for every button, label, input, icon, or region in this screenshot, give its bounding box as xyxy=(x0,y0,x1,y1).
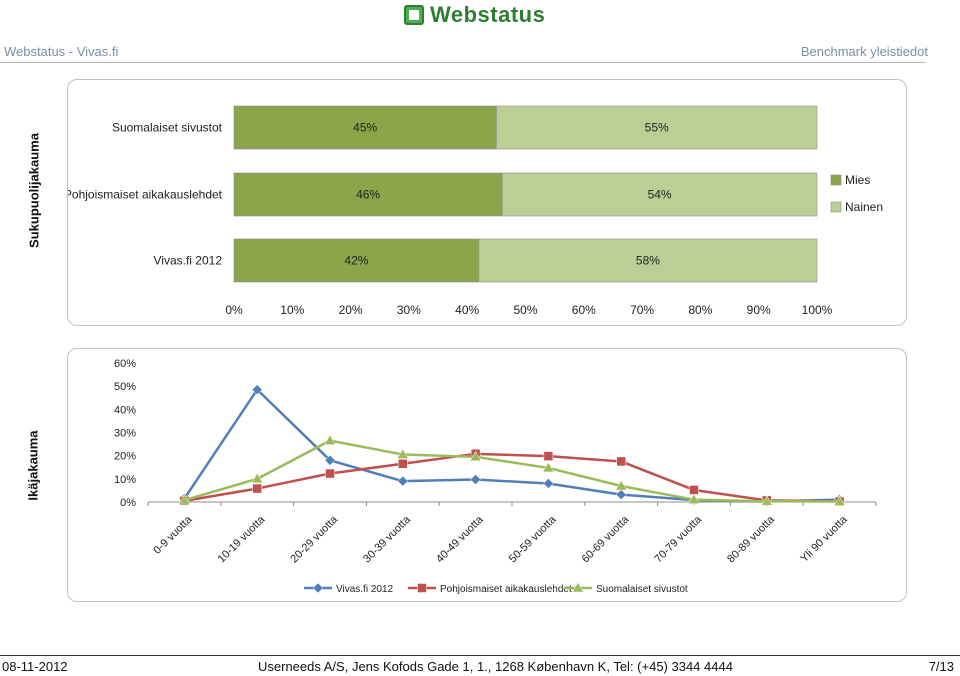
legend-marker-suomalaiset-sivustot xyxy=(572,582,584,593)
x-tick-label-10-19-vuotta: 10-19 vuotta xyxy=(216,513,268,565)
legend-marker-vivas-fi-2012 xyxy=(312,582,324,594)
x-tick-label: 100% xyxy=(802,303,833,317)
category-label-suomalaiset-sivustot: Suomalaiset sivustot xyxy=(112,121,223,135)
point-vivas-fi-2012-30-39-vuotta xyxy=(397,475,409,487)
bar-mies-pohjoismaiset-aikakauslehdet xyxy=(233,172,503,217)
footer-address: Userneeds A/S, Jens Kofods Gade 1, 1., 1… xyxy=(258,659,733,674)
bar-nainen-suomalaiset-sivustot xyxy=(496,105,818,150)
gender-chart-panel: Suomalaiset sivustot 45% 55% Pohjoismaiset … xyxy=(64,79,907,326)
legend-swatch-mies xyxy=(830,174,842,186)
x-tick-label-80-89-vuotta: 80-89 vuotta xyxy=(725,513,777,565)
x-tick-label: 0% xyxy=(225,303,243,317)
x-tick-label: 60% xyxy=(572,303,596,317)
legend-marker-pohjoismaiset-aikakauslehdet xyxy=(417,583,427,593)
data-label-mies-vivas-fi-2012: 42% xyxy=(344,254,368,268)
data-label-nainen-vivas-fi-2012: 58% xyxy=(636,254,660,268)
gender-chart: Suomalaiset sivustot 45% 55% Pohjoismaiset … xyxy=(64,105,883,317)
y-tick-label: 60% xyxy=(114,358,136,370)
category-label-pohjoismaiset-aikakauslehdet: Pohjoismaiset aikakauslehdet xyxy=(68,188,223,202)
legend-label-suomalaiset-sivustot: Suomalaiset sivustot xyxy=(596,584,688,595)
data-label-mies-pohjoismaiset-aikakauslehdet: 46% xyxy=(356,188,380,202)
point-pohjoismaiset-aikakauslehdet-70-79-vuotta xyxy=(689,485,699,495)
y-tick-label: 50% xyxy=(114,381,136,393)
bar-mies-suomalaiset-sivustot xyxy=(233,105,497,150)
x-tick-label: 90% xyxy=(747,303,771,317)
x-tick-label: 30% xyxy=(397,303,421,317)
x-tick-label-30-39-vuotta: 30-39 vuotta xyxy=(361,513,413,565)
series-suomalaiset-sivustot xyxy=(178,434,846,506)
data-label-nainen-pohjoismaiset-aikakauslehdet: 54% xyxy=(648,188,672,202)
point-suomalaiset-sivustot-60-69-vuotta xyxy=(615,480,628,491)
point-vivas-fi-2012-20-29-vuotta xyxy=(324,454,336,466)
x-tick-label: 40% xyxy=(455,303,479,317)
point-vivas-fi-2012-50-59-vuotta xyxy=(543,478,554,489)
legend-label-nainen: Nainen xyxy=(845,200,883,214)
page-title-left: Webstatus - Vivas.fi xyxy=(4,44,119,59)
data-label-mies-suomalaiset-sivustot: 45% xyxy=(353,121,377,135)
legend-label-pohjoismaiset-aikakauslehdet: Pohjoismaiset aikakauslehdet xyxy=(440,584,572,595)
legend-label-mies: Mies xyxy=(845,173,870,187)
point-suomalaiset-sivustot-40-49-vuotta xyxy=(469,450,482,462)
age-side-label: Ikäjakauma xyxy=(25,430,41,501)
point-suomalaiset-sivustot-10-19-vuotta xyxy=(251,472,264,484)
x-tick-label: 50% xyxy=(513,303,537,317)
x-tick-label-yli-90-vuotta: Yli 90 vuotta xyxy=(798,513,850,565)
page-title-right: Benchmark yleistiedot xyxy=(800,44,928,59)
point-pohjoismaiset-aikakauslehdet-30-39-vuotta xyxy=(398,459,408,469)
point-suomalaiset-sivustot-70-79-vuotta xyxy=(688,493,700,504)
x-tick-label: 70% xyxy=(630,303,654,317)
x-tick-label: 20% xyxy=(339,303,363,317)
line-vivas-fi-2012 xyxy=(183,388,840,503)
point-suomalaiset-sivustot-50-59-vuotta xyxy=(542,461,555,473)
x-tick-label-50-59-vuotta: 50-59 vuotta xyxy=(507,513,559,565)
bar-nainen-pohjoismaiset-aikakauslehdet xyxy=(501,172,818,217)
x-tick-label-20-29-vuotta: 20-29 vuotta xyxy=(288,513,340,565)
legend-swatch-nainen xyxy=(830,201,842,213)
point-suomalaiset-sivustot-yli-90-vuotta xyxy=(833,495,846,506)
logo-text: Webstatus xyxy=(430,2,546,27)
point-vivas-fi-2012-40-49-vuotta xyxy=(470,474,481,485)
x-tick-label-70-79-vuotta: 70-79 vuotta xyxy=(652,513,704,565)
webstatus-logo: Webstatus xyxy=(404,2,545,28)
point-suomalaiset-sivustot-30-39-vuotta xyxy=(396,448,409,459)
series-vivas-fi-2012 xyxy=(179,384,845,507)
data-label-nainen-suomalaiset-sivustot: 55% xyxy=(645,121,669,135)
series-pohjoismaiset-aikakauslehdet xyxy=(179,449,845,507)
point-suomalaiset-sivustot-0-9-vuotta xyxy=(178,494,191,505)
point-suomalaiset-sivustot-20-29-vuotta xyxy=(324,434,336,445)
footer: 08-11-2012 Userneeds A/S, Jens Kofods Ga… xyxy=(0,655,960,676)
x-tick-label: 80% xyxy=(688,303,712,317)
line-suomalaiset-sivustot xyxy=(184,439,840,503)
age-chart: 0% 10% 20% 30% 40% 50% 60% 0-9 vuotta 10-19 vuot… xyxy=(114,358,877,595)
bar-nainen-vivas-fi-2012 xyxy=(478,238,818,283)
footer-page: 7/13 xyxy=(928,659,954,674)
y-tick-label: 0% xyxy=(120,497,136,509)
y-tick-label: 30% xyxy=(114,428,136,440)
y-tick-label: 10% xyxy=(114,474,136,486)
age-chart-panel: 0% 10% 20% 30% 40% 50% 60% 0-9 vuotta 10-19 vuot… xyxy=(67,348,907,602)
x-tick-label-0-9-vuotta: 0-9 vuotta xyxy=(151,513,195,557)
y-tick-label: 40% xyxy=(114,404,136,416)
point-pohjoismaiset-aikakauslehdet-10-19-vuotta xyxy=(252,483,262,494)
point-pohjoismaiset-aikakauslehdet-60-69-vuotta xyxy=(616,456,626,467)
y-tick-label: 20% xyxy=(114,451,136,463)
gender-side-label: Sukupuolijakauma xyxy=(26,133,42,248)
category-label-vivas-fi-2012: Vivas.fi 2012 xyxy=(154,254,223,268)
point-vivas-fi-2012-10-19-vuotta xyxy=(251,384,263,395)
point-pohjoismaiset-aikakauslehdet-20-29-vuotta xyxy=(325,468,335,479)
x-tick-label-40-49-vuotta: 40-49 vuotta xyxy=(434,513,486,565)
point-pohjoismaiset-aikakauslehdet-50-59-vuotta xyxy=(543,451,554,461)
x-tick-label: 10% xyxy=(280,303,304,317)
legend-label-vivas-fi-2012: Vivas.fi 2012 xyxy=(336,584,394,595)
point-suomalaiset-sivustot-80-89-vuotta xyxy=(760,495,773,506)
x-tick-label-60-69-vuotta: 60-69 vuotta xyxy=(580,513,632,565)
header-divider xyxy=(0,62,926,63)
webstatus-logo-icon xyxy=(404,5,424,25)
line-pohjoismaiset-aikakauslehdet xyxy=(184,452,840,503)
bar-mies-vivas-fi-2012 xyxy=(233,238,480,283)
point-vivas-fi-2012-60-69-vuotta xyxy=(615,489,627,500)
footer-date: 08-11-2012 xyxy=(2,659,68,674)
